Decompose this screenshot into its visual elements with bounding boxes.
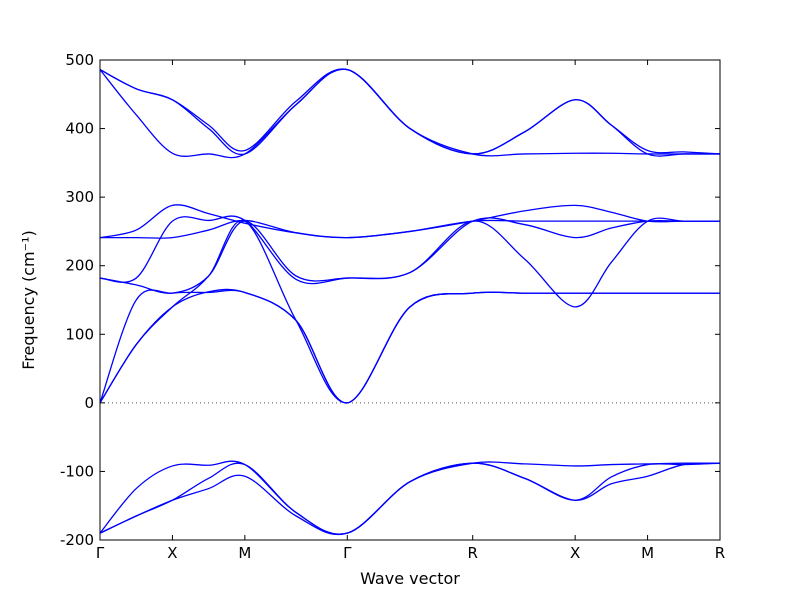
y-tick-label: 0 xyxy=(84,394,94,412)
plot-background xyxy=(100,60,720,540)
y-tick-label: -100 xyxy=(60,462,94,480)
plot-area xyxy=(100,60,720,540)
axes xyxy=(99,59,721,541)
y-tick-label: 300 xyxy=(65,188,94,206)
y-tick-label: 400 xyxy=(65,120,94,138)
x-tick-label: X xyxy=(570,544,580,562)
y-tick-label: -200 xyxy=(60,531,94,549)
x-tick-label: M xyxy=(641,544,654,562)
y-axis-label: Frequency (cm⁻¹) xyxy=(19,230,38,369)
x-tick-label: M xyxy=(238,544,251,562)
x-tick-label: X xyxy=(167,544,177,562)
x-axis-label: Wave vector xyxy=(360,569,460,588)
x-tick-label: Γ xyxy=(96,544,105,562)
band-line-3 xyxy=(99,460,721,535)
band-line-10 xyxy=(99,204,720,239)
y-tick-label: 100 xyxy=(65,325,94,343)
x-tick-label: R xyxy=(468,544,478,562)
band-line-13 xyxy=(99,68,721,155)
band-line-8 xyxy=(99,215,720,285)
band-curves xyxy=(99,68,721,536)
y-tick-label: 500 xyxy=(65,51,94,69)
x-tick-label: Γ xyxy=(343,544,352,562)
x-tick-label: R xyxy=(715,544,725,562)
y-tick-label: 200 xyxy=(65,257,94,275)
y-axis-ticks: -200 -100 0 100 200 300 400 500 xyxy=(60,51,720,549)
plot-frame xyxy=(99,59,721,541)
